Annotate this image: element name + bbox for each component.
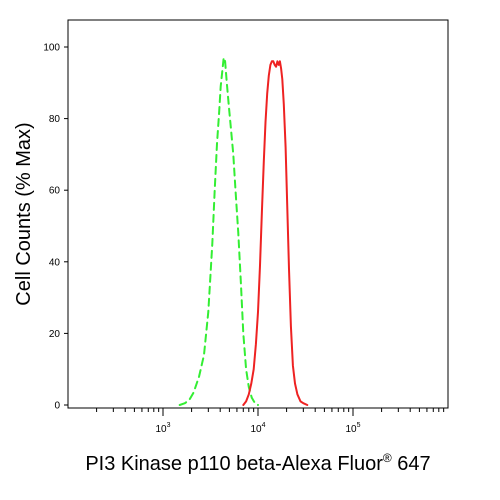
x-axis-title-superscript: ® bbox=[383, 451, 392, 465]
x-tick-label: 104 bbox=[250, 422, 265, 435]
x-axis-title-suffix: 647 bbox=[392, 453, 431, 475]
sample-series-line bbox=[242, 60, 309, 406]
series-layer bbox=[178, 56, 309, 406]
x-tick-label: 103 bbox=[155, 422, 170, 435]
y-tick-label: 80 bbox=[49, 114, 61, 125]
x-tick-label: 105 bbox=[345, 422, 360, 435]
y-tick-label: 20 bbox=[49, 329, 61, 340]
y-tick-label: 60 bbox=[49, 186, 61, 197]
y-tick-label: 100 bbox=[43, 43, 60, 54]
y-tick-label: 0 bbox=[54, 401, 60, 412]
plot-frame bbox=[67, 19, 449, 409]
x-axis-ticks: 103 104 105 bbox=[96, 408, 445, 435]
x-axis-title: PI3 Kinase p110 beta-Alexa Fluor® 647 bbox=[85, 451, 430, 475]
y-axis-title: Cell Counts (% Max) bbox=[13, 122, 35, 305]
control-series-line bbox=[178, 56, 259, 406]
y-axis-ticks: 0 20 40 60 80 100 bbox=[43, 43, 68, 412]
y-tick-label: 40 bbox=[49, 257, 61, 268]
x-axis-title-main: PI3 Kinase p110 beta-Alexa Fluor bbox=[85, 453, 383, 475]
